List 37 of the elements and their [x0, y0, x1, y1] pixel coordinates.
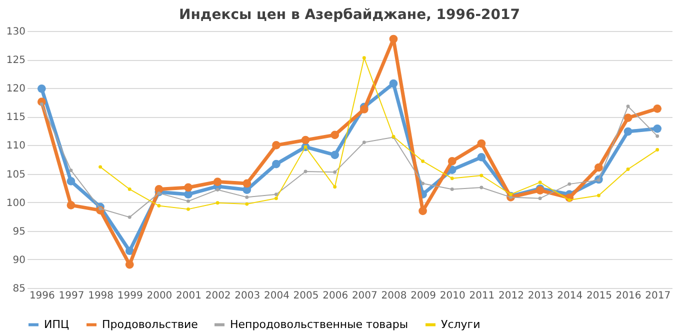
y-tick-label: 105: [6, 169, 26, 180]
y-tick-label: 125: [6, 55, 26, 66]
x-tick-label: 2010: [440, 290, 466, 302]
y-tick-label: 95: [12, 226, 26, 238]
x-tick-label: 2003: [234, 290, 260, 302]
legend-label: Непродовольственные товары: [230, 318, 408, 331]
x-tick-label: 1996: [29, 290, 55, 302]
x-tick-label: 2006: [322, 290, 348, 302]
x-tick-label: 2015: [586, 290, 612, 302]
x-tick-label: 2007: [352, 290, 378, 302]
y-tick-label: 85: [12, 284, 26, 294]
y-tick-label: 120: [6, 84, 26, 95]
x-tick-label: 2005: [293, 290, 319, 302]
x-tick-label: 1999: [117, 290, 143, 302]
y-tick-label: 100: [6, 198, 26, 209]
legend-label: ИПЦ: [44, 318, 70, 331]
x-tick-label: 2000: [146, 290, 172, 302]
x-tick-label: 2008: [381, 290, 407, 302]
x-tick-label: 2016: [616, 290, 642, 302]
chart-title: Индексы цен в Азербайджане, 1996-2017: [179, 7, 520, 23]
x-tick-label: 2014: [557, 290, 583, 302]
y-tick-label: 110: [6, 140, 26, 152]
x-tick-label: 2011: [469, 290, 495, 302]
legend-label: Услуги: [441, 318, 480, 331]
x-tick-label: 2002: [205, 290, 231, 302]
x-tick-label: 1998: [88, 290, 114, 302]
y-tick-label: 130: [6, 26, 26, 38]
x-tick-label: 2012: [498, 290, 524, 302]
y-tick-label: 115: [6, 112, 26, 124]
x-tick-label: 2017: [645, 290, 671, 302]
y-tick-label: 90: [12, 254, 26, 266]
x-tick-label: 1997: [58, 290, 84, 302]
x-tick-label: 2013: [528, 290, 554, 302]
legend-label: Продовольствие: [102, 318, 198, 331]
x-tick-label: 2009: [410, 290, 436, 302]
x-tick-label: 2004: [264, 290, 290, 302]
x-tick-label: 2001: [176, 290, 202, 302]
